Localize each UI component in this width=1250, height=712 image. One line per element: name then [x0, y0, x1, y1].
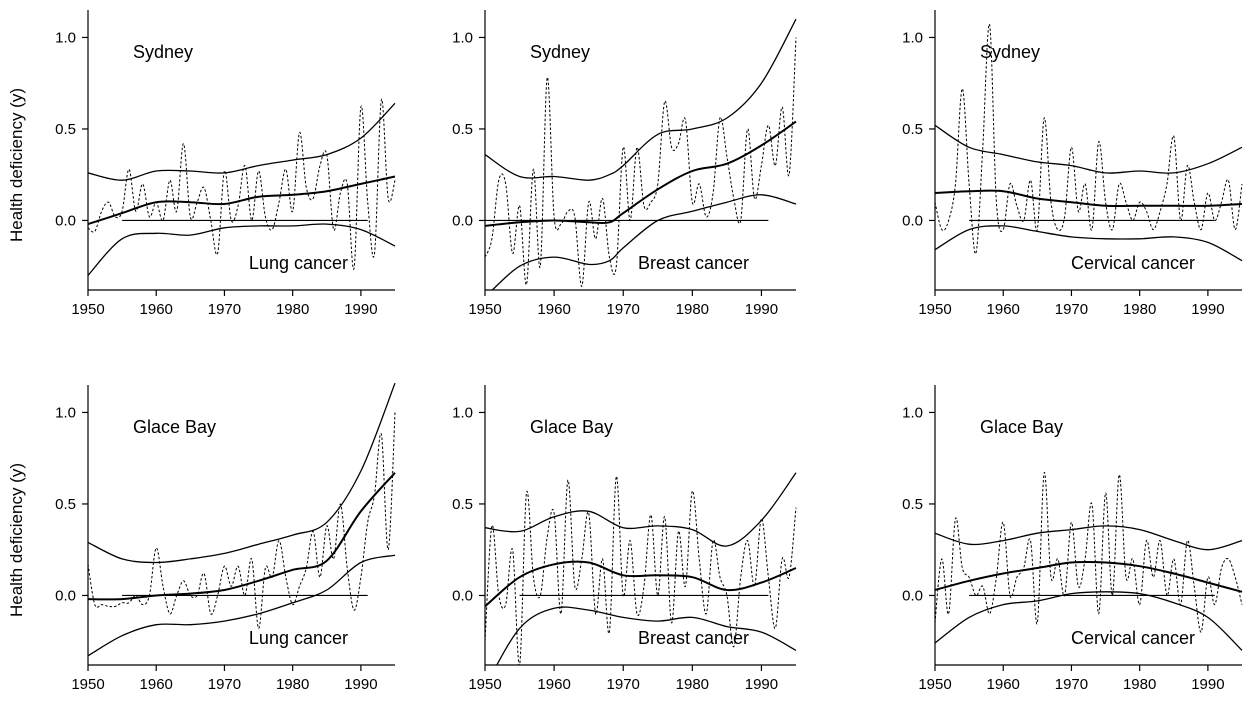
upper-band-line — [935, 525, 1243, 551]
x-tick-label: 1960 — [537, 676, 570, 693]
chart-panel: 0.0 0.5 1.0 1950 1960 1970 1980 1990 Sydney Lung … — [55, 10, 396, 318]
y-tick-label: 0.5 — [55, 496, 76, 513]
x-tick-label: 1980 — [276, 301, 309, 318]
x-tick-label: 1990 — [745, 301, 778, 318]
x-tick-label: 1980 — [1123, 676, 1156, 693]
upper-band-line — [935, 124, 1243, 174]
panel-disease-label: Cervical cancer — [1071, 253, 1195, 273]
smoothed-series-line — [88, 175, 396, 226]
panel-city-label: Glace Bay — [133, 417, 216, 437]
plot-area — [88, 383, 396, 657]
y-tick-label: 1.0 — [55, 29, 76, 46]
lower-band-line — [935, 591, 1243, 651]
x-tick-label: 1960 — [987, 676, 1020, 693]
y-tick-label: 0.5 — [452, 121, 473, 138]
y-tick-label: 0.0 — [902, 587, 923, 604]
observed-series-line — [935, 472, 1243, 633]
y-tick-label: 0.5 — [902, 121, 923, 138]
x-tick-label: 1950 — [71, 676, 104, 693]
x-tick-label: 1990 — [344, 676, 377, 693]
panel-city-label: Sydney — [530, 42, 590, 62]
y-tick-label: 0.0 — [55, 212, 76, 229]
smoothed-series-line — [485, 120, 797, 227]
y-tick-label: 1.0 — [452, 29, 473, 46]
y-tick-label: 0.0 — [452, 587, 473, 604]
y-axis-label-bottom: Health deficiency (y) — [7, 463, 26, 617]
x-tick-label: 1970 — [1055, 676, 1088, 693]
y-tick-label: 0.5 — [55, 121, 76, 138]
x-tick-label: 1970 — [607, 676, 640, 693]
smoothed-series-line — [485, 560, 797, 608]
x-tick-label: 1980 — [276, 676, 309, 693]
chart-panel: 0.0 0.5 1.0 1950 1960 1970 1980 1990 Sydney Cervi… — [902, 10, 1243, 318]
y-tick-label: 0.0 — [902, 212, 923, 229]
x-tick-label: 1960 — [140, 676, 173, 693]
y-tick-label: 0.0 — [452, 212, 473, 229]
plot-area — [88, 99, 396, 276]
lower-band-line — [935, 225, 1243, 262]
x-tick-label: 1950 — [468, 301, 501, 318]
x-tick-label: 1970 — [208, 676, 241, 693]
upper-band-line — [485, 472, 797, 547]
x-tick-label: 1990 — [344, 301, 377, 318]
lower-band-line — [88, 223, 396, 276]
panel-disease-label: Breast cancer — [638, 628, 749, 648]
plot-area — [935, 23, 1243, 262]
x-tick-label: 1970 — [208, 301, 241, 318]
x-tick-label: 1990 — [745, 676, 778, 693]
plot-area — [485, 18, 797, 290]
x-tick-label: 1980 — [1123, 301, 1156, 318]
observed-series-line — [485, 475, 797, 665]
y-tick-label: 1.0 — [902, 29, 923, 46]
y-tick-label: 0.0 — [55, 587, 76, 604]
x-tick-label: 1950 — [468, 676, 501, 693]
chart-panel: 0.0 0.5 1.0 1950 1960 1970 1980 1990 Glace Bay Lu… — [55, 383, 396, 693]
panel-city-label: Glace Bay — [530, 417, 613, 437]
x-tick-label: 1970 — [607, 301, 640, 318]
lower-band-line — [88, 554, 396, 657]
x-tick-label: 1950 — [71, 301, 104, 318]
observed-series-line — [485, 37, 797, 287]
panel-city-label: Glace Bay — [980, 417, 1063, 437]
panel-city-label: Sydney — [133, 42, 193, 62]
y-tick-label: 1.0 — [902, 404, 923, 421]
observed-series-line — [935, 23, 1243, 255]
plot-area — [485, 472, 797, 665]
x-tick-label: 1960 — [140, 301, 173, 318]
x-tick-label: 1980 — [676, 301, 709, 318]
smoothed-series-line — [935, 560, 1243, 593]
upper-band-line — [88, 102, 396, 181]
x-tick-label: 1990 — [1191, 676, 1224, 693]
x-tick-label: 1970 — [1055, 301, 1088, 318]
chart-panel: 0.0 0.5 1.0 1950 1960 1970 1980 1990 Glace Bay Ce… — [902, 385, 1243, 693]
y-tick-label: 1.0 — [452, 404, 473, 421]
y-axis-label-top: Health deficiency (y) — [7, 88, 26, 242]
upper-band-line — [88, 383, 396, 564]
x-tick-label: 1990 — [1191, 301, 1224, 318]
plot-area — [935, 472, 1243, 651]
smoothed-series-line — [935, 189, 1243, 208]
panel-disease-label: Breast cancer — [638, 253, 749, 273]
panel-city-label: Sydney — [980, 42, 1040, 62]
x-tick-label: 1960 — [987, 301, 1020, 318]
chart-panel: 0.0 0.5 1.0 1950 1960 1970 1980 1990 Glace Bay Br… — [452, 385, 797, 693]
panel-disease-label: Lung cancer — [249, 253, 348, 273]
chart-panel: 0.0 0.5 1.0 1950 1960 1970 1980 1990 Sydney Breas… — [452, 10, 797, 318]
upper-band-line — [485, 18, 797, 181]
x-tick-label: 1960 — [537, 301, 570, 318]
smoothed-series-line — [88, 472, 396, 601]
observed-series-line — [88, 99, 396, 270]
lower-band-line — [491, 194, 797, 290]
y-tick-label: 0.5 — [452, 496, 473, 513]
panel-disease-label: Lung cancer — [249, 628, 348, 648]
x-tick-label: 1950 — [918, 301, 951, 318]
y-tick-label: 1.0 — [55, 404, 76, 421]
x-tick-label: 1980 — [676, 676, 709, 693]
lower-band-line — [496, 606, 797, 665]
panel-disease-label: Cervical cancer — [1071, 628, 1195, 648]
x-tick-label: 1950 — [918, 676, 951, 693]
y-tick-label: 0.5 — [902, 496, 923, 513]
